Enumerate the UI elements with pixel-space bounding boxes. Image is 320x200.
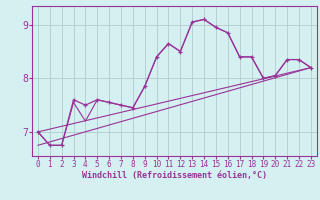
X-axis label: Windchill (Refroidissement éolien,°C): Windchill (Refroidissement éolien,°C) bbox=[82, 171, 267, 180]
